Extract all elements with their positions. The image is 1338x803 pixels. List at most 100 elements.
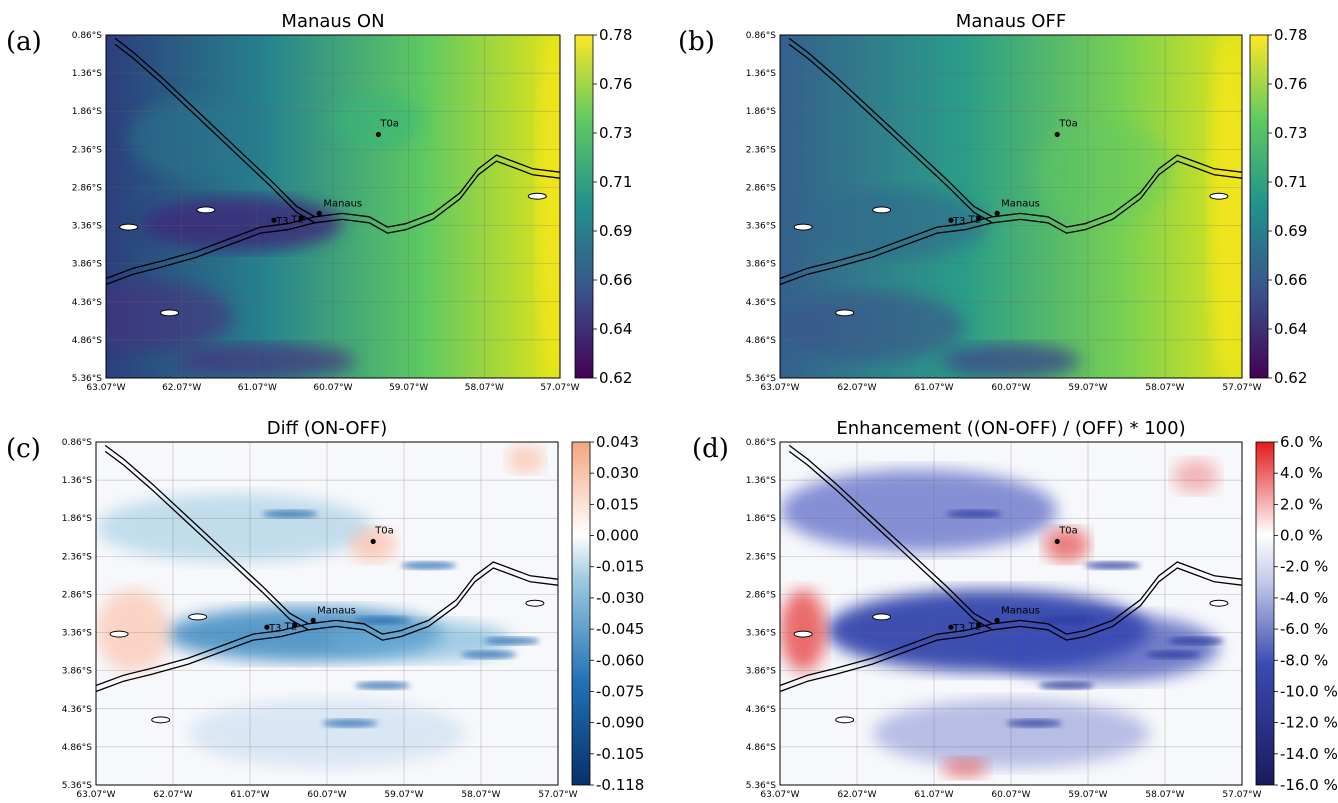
map-frame xyxy=(779,441,1243,786)
lon-tick: 58.07°W xyxy=(1145,383,1184,393)
river-line xyxy=(96,623,309,687)
lat-tick: 4.86°S xyxy=(72,336,103,346)
lon-tick: 62.07°W xyxy=(162,383,201,393)
lat-tick: 4.86°S xyxy=(62,743,93,753)
lat-tick: 0.86°S xyxy=(72,31,103,41)
lat-tick: 2.86°S xyxy=(72,183,103,193)
colorbar-tick: -8.0 % xyxy=(1280,651,1328,669)
site-marker-t0a xyxy=(370,538,376,545)
panel-letter: (a) xyxy=(6,27,42,57)
panel-letter: (c) xyxy=(6,434,41,464)
colorbar-tick: 0.76 xyxy=(1274,75,1307,93)
river-line xyxy=(780,216,993,280)
lat-tick: 3.86°S xyxy=(72,260,103,270)
map-field xyxy=(780,35,1242,378)
colorbar-tick: -0.030 xyxy=(596,589,644,607)
river-line xyxy=(104,450,558,641)
map-frame xyxy=(105,34,561,379)
colorbar-tick: 0.69 xyxy=(599,222,632,240)
lat-tick: 1.86°S xyxy=(62,514,93,524)
lat-tick: 4.36°S xyxy=(62,705,93,715)
lake-outline xyxy=(1209,192,1229,200)
lake-outline xyxy=(119,223,139,231)
colorbar-tick: 0.78 xyxy=(1274,26,1307,44)
lon-tick: 62.07°W xyxy=(837,790,876,799)
site-label-manaus: Manaus xyxy=(323,198,362,209)
lake-outline xyxy=(872,206,892,214)
lat-tick: 3.86°S xyxy=(62,667,93,677)
lake-outline xyxy=(793,223,813,231)
colorbar-tick: 0.66 xyxy=(1274,271,1307,289)
site-marker-t0a xyxy=(1054,131,1060,138)
colorbar-tick: 0.64 xyxy=(599,320,632,338)
lat-tick: 4.36°S xyxy=(746,298,777,308)
lon-tick: 59.07°W xyxy=(389,383,428,393)
site-label-manaus: Manaus xyxy=(1001,605,1040,616)
lat-tick: 0.86°S xyxy=(62,438,93,448)
colorbar-tick: -0.118 xyxy=(596,776,644,794)
colorbar xyxy=(574,34,594,379)
lon-tick: 61.07°W xyxy=(238,383,277,393)
colorbar-tick: -12.0 % xyxy=(1280,714,1338,732)
lat-tick: 3.86°S xyxy=(746,667,777,677)
colorbar-tick: -0.090 xyxy=(596,714,644,732)
lon-tick: 58.07°W xyxy=(1145,790,1184,799)
colorbar-tick: -0.105 xyxy=(596,745,644,763)
lat-tick: 5.36°S xyxy=(62,781,93,791)
lon-tick: 63.07°W xyxy=(760,383,799,393)
lat-tick: 3.86°S xyxy=(746,260,777,270)
river-line xyxy=(96,629,309,693)
map-field xyxy=(780,442,1242,785)
lon-tick: 60.07°W xyxy=(991,790,1030,799)
lon-tick: 63.07°W xyxy=(76,790,115,799)
site-marker-t3 xyxy=(948,217,954,223)
lake-outline xyxy=(160,309,180,317)
lon-tick: 61.07°W xyxy=(914,383,953,393)
lake-outline xyxy=(872,613,892,621)
site-label-t3: T3 xyxy=(952,623,965,634)
site-label-t2: T2 xyxy=(290,215,303,226)
lat-tick: 4.86°S xyxy=(746,743,777,753)
lat-tick: 0.86°S xyxy=(746,31,777,41)
colorbar-tick: 0.64 xyxy=(1274,320,1307,338)
site-label-t0a: T0a xyxy=(1058,118,1078,129)
colorbar-tick: 0.71 xyxy=(1274,173,1307,191)
lon-tick: 57.07°W xyxy=(1222,383,1261,393)
lat-tick: 3.36°S xyxy=(62,629,93,639)
lake-outline xyxy=(835,309,855,317)
site-label-t0a: T0a xyxy=(379,118,399,129)
lon-tick: 63.07°W xyxy=(760,790,799,799)
lon-tick: 60.07°W xyxy=(313,383,352,393)
lon-tick: 58.07°W xyxy=(465,383,504,393)
lat-tick: 2.36°S xyxy=(72,145,103,155)
panel-title: Diff (ON-OFF) xyxy=(267,418,388,439)
colorbar-tick: -16.0 % xyxy=(1280,776,1338,794)
site-label-t0a: T0a xyxy=(1058,525,1078,536)
lat-tick: 1.36°S xyxy=(746,69,777,79)
site-marker-t3 xyxy=(948,624,954,630)
site-label-t2: T2 xyxy=(968,215,981,226)
lon-tick: 59.07°W xyxy=(1068,383,1107,393)
river-line xyxy=(780,623,993,687)
lat-tick: 4.36°S xyxy=(746,705,777,715)
lat-tick: 2.36°S xyxy=(746,145,777,155)
river-line xyxy=(780,629,993,693)
river-line xyxy=(788,450,1242,641)
map-field xyxy=(106,35,560,378)
river-line xyxy=(114,43,560,234)
colorbar xyxy=(571,441,591,786)
lake-outline xyxy=(1209,599,1229,607)
site-marker-t2 xyxy=(976,622,982,629)
colorbar-tick: -0.045 xyxy=(596,620,644,638)
colorbar-tick: -0.060 xyxy=(596,651,644,669)
lon-tick: 57.07°W xyxy=(538,790,577,799)
panel-d: (d) Enhancement ((ON-OFF) / (OFF) * 100) T… xyxy=(692,418,1338,800)
lon-tick: 57.07°W xyxy=(1222,790,1261,799)
lat-tick: 3.36°S xyxy=(72,222,103,232)
lake-outline xyxy=(527,192,547,200)
colorbar-tick: 0.000 xyxy=(596,527,639,545)
lon-tick: 60.07°W xyxy=(307,790,346,799)
colorbar-tick: -6.0 % xyxy=(1280,620,1328,638)
lake-outline xyxy=(835,716,855,724)
